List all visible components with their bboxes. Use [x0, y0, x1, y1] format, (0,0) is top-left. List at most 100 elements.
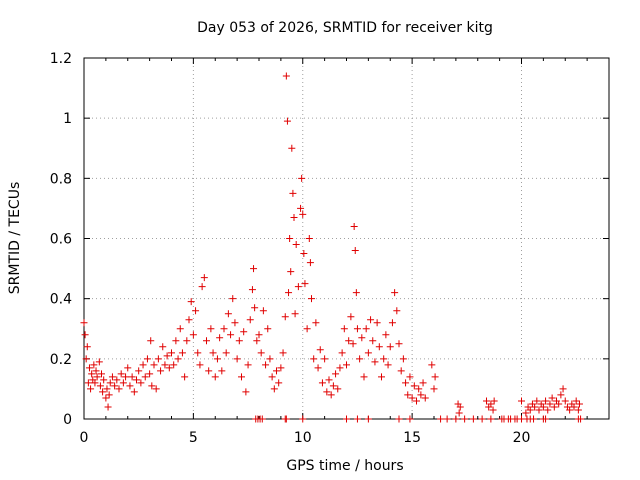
data-point — [343, 361, 350, 369]
data-point — [259, 307, 267, 315]
data-point — [314, 364, 322, 372]
data-point — [305, 235, 313, 242]
data-point — [211, 373, 219, 381]
data-point — [461, 415, 469, 423]
data-point — [113, 376, 121, 384]
data-point — [213, 355, 221, 363]
data-point — [395, 340, 403, 348]
data-point — [456, 403, 464, 411]
data-point — [559, 385, 567, 393]
data-point — [128, 373, 136, 381]
data-point — [115, 385, 123, 393]
data-point — [308, 295, 315, 303]
data-point — [575, 400, 583, 408]
data-point — [294, 283, 302, 291]
data-point — [349, 340, 357, 348]
data-point — [402, 379, 410, 387]
data-point — [421, 394, 429, 402]
y-tick-label: 1.2 — [50, 51, 72, 67]
data-point — [323, 388, 331, 396]
data-point — [347, 313, 355, 321]
data-point — [542, 397, 550, 405]
data-point — [338, 349, 346, 357]
data-point — [299, 210, 307, 218]
data-point — [242, 388, 250, 396]
data-point — [93, 373, 101, 381]
data-point — [291, 310, 299, 318]
data-point — [373, 319, 381, 327]
x-tick-label: 5 — [189, 430, 198, 446]
data-point — [557, 391, 565, 399]
data-point — [406, 373, 414, 381]
data-point — [205, 367, 213, 375]
data-point — [194, 349, 202, 357]
data-point — [321, 355, 329, 363]
data-point — [382, 331, 390, 339]
data-point — [279, 349, 287, 357]
data-point — [299, 415, 307, 423]
data-point — [187, 298, 195, 306]
y-tick-label: 0.2 — [50, 352, 72, 368]
data-point — [103, 385, 111, 393]
data-point — [526, 406, 534, 414]
data-point — [546, 400, 554, 408]
data-point — [329, 382, 337, 390]
data-point — [165, 364, 173, 372]
data-point — [196, 361, 204, 369]
data-point — [364, 415, 372, 423]
data-point — [253, 337, 261, 345]
data-point — [388, 319, 396, 327]
data-points — [80, 72, 585, 423]
data-point — [192, 307, 200, 315]
data-point — [176, 325, 184, 333]
data-point — [189, 331, 197, 339]
data-point — [105, 391, 113, 399]
data-point — [358, 334, 366, 342]
data-point — [539, 403, 547, 411]
data-point — [371, 358, 379, 366]
data-point — [574, 406, 582, 414]
data-point — [380, 355, 388, 363]
data-point — [301, 280, 309, 288]
data-point — [163, 352, 171, 360]
data-point — [90, 361, 98, 369]
data-point — [147, 337, 155, 345]
data-point — [369, 337, 377, 345]
data-point — [262, 361, 270, 369]
data-point — [417, 391, 425, 399]
data-point — [353, 415, 361, 423]
data-point — [218, 367, 226, 375]
data-point — [362, 325, 370, 333]
data-point — [531, 403, 539, 411]
data-point — [298, 174, 306, 182]
data-point — [174, 355, 182, 363]
data-point — [350, 222, 358, 230]
data-point — [216, 334, 224, 342]
data-point — [327, 391, 335, 399]
data-point — [391, 289, 399, 297]
data-point — [102, 394, 110, 402]
data-point — [111, 382, 119, 390]
chart-title: Day 053 of 2026, SRMTID for receiver kit… — [197, 20, 493, 36]
data-point — [92, 367, 100, 375]
data-point — [81, 331, 89, 339]
data-point — [452, 415, 460, 423]
data-point — [84, 379, 92, 387]
data-point — [408, 394, 416, 402]
data-point — [343, 415, 350, 423]
data-point — [431, 373, 439, 381]
data-point — [336, 364, 344, 372]
data-point — [270, 385, 278, 393]
data-point — [544, 406, 552, 414]
data-point — [334, 385, 342, 393]
data-point — [124, 364, 132, 372]
data-point — [375, 343, 383, 351]
data-point — [406, 415, 414, 423]
data-point — [577, 415, 585, 423]
data-point — [393, 307, 401, 315]
data-point — [535, 406, 543, 414]
data-point — [139, 361, 147, 369]
data-point — [367, 316, 375, 324]
x-tick-label: 20 — [513, 430, 531, 446]
